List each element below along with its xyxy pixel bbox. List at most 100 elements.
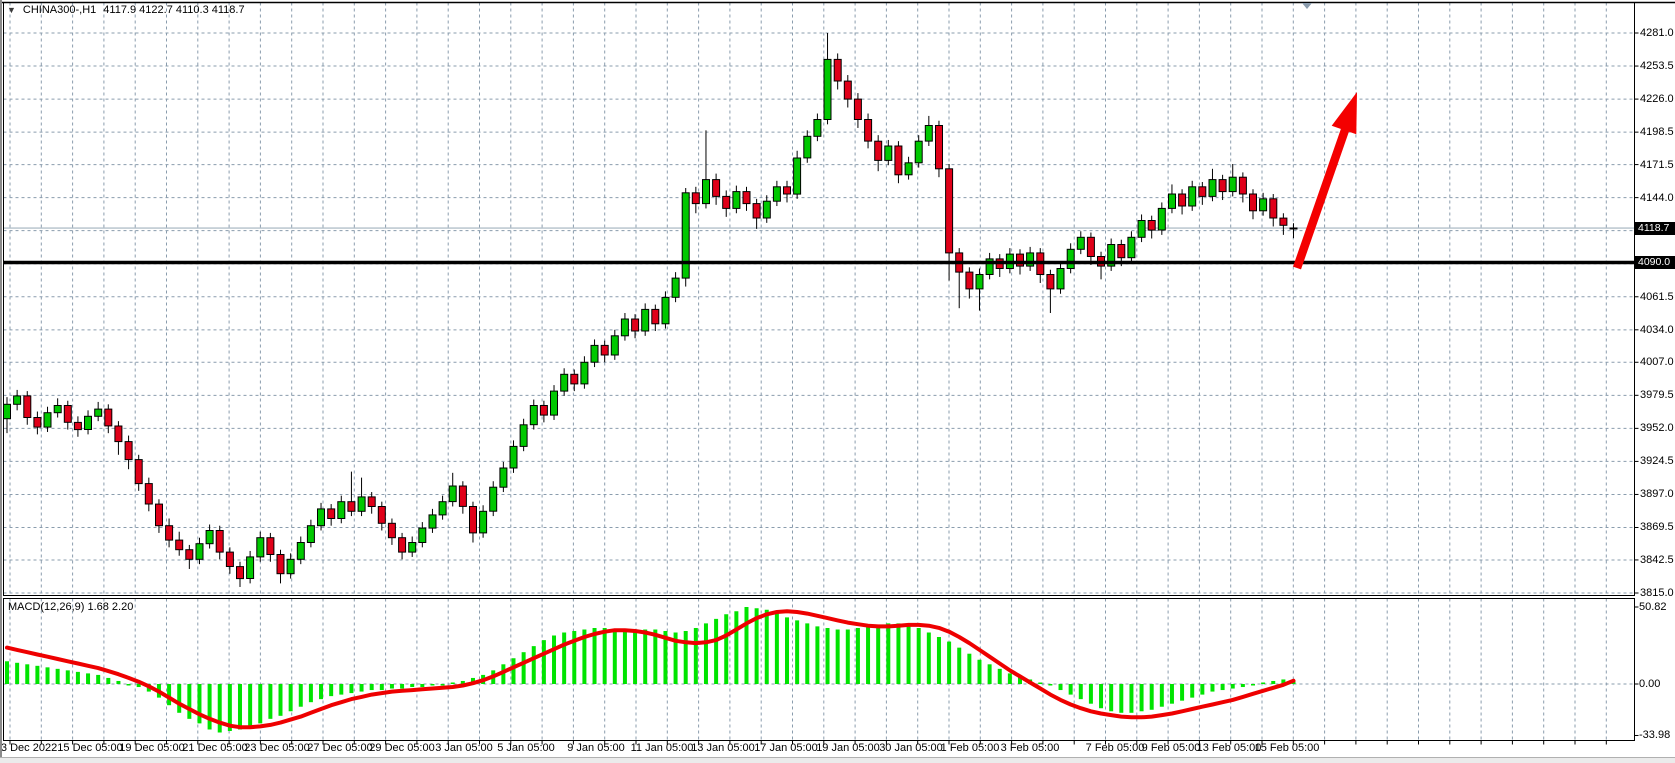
candle [479,510,488,534]
candle [317,508,325,527]
candle [1269,198,1278,219]
candle [1289,227,1298,230]
candle [874,140,883,161]
time-axis-label: 27 Dec 05:00 [307,742,373,754]
candle [681,192,690,279]
candle [94,408,103,417]
candle [853,98,862,120]
candles-layer [3,33,1298,587]
candle [175,539,184,551]
candle [651,308,660,325]
candle [560,373,569,392]
candle [793,157,802,195]
candle [1026,252,1035,267]
candle [225,551,234,567]
price-axis-label: 4007.0 [1640,356,1674,369]
candle [631,318,640,332]
price-axis-label: 4034.0 [1640,323,1674,336]
price-axis-label: 3897.0 [1640,488,1674,501]
candle [1249,193,1257,212]
candle [387,522,396,539]
candle [1016,253,1024,267]
price-axis-label: 3869.5 [1640,521,1674,534]
candle [1056,268,1065,290]
candle [377,506,386,524]
ohlc-values-label: 4117.9 4122.7 4110.3 4118.7 [103,4,245,16]
candle [84,415,92,430]
candle [276,554,285,575]
candle [347,501,356,512]
candle [691,192,700,205]
candle [23,395,32,418]
candle [246,556,255,580]
price-axis-label: 4171.5 [1640,158,1674,171]
time-axis-label: 11 Jan 05:00 [630,742,694,754]
trend-arrow[interactable] [1292,92,1357,270]
candle [833,58,842,82]
time-axis-label: 13 Feb 05:00 [1196,742,1262,754]
candle [1147,220,1156,231]
candle [236,566,244,580]
time-axis-label: 15 Feb 05:00 [1254,742,1320,754]
macd-axis-label: 0.00 [1639,678,1661,690]
candle [53,405,62,414]
grid-layer [3,2,1635,741]
price-axis-label: 4144.0 [1640,191,1674,204]
chart-shift-marker-icon[interactable] [1302,3,1312,9]
candle [1198,186,1207,197]
candle [114,425,123,443]
candle [732,191,741,209]
candle [1178,193,1187,207]
candle [519,424,528,447]
candle [985,258,994,275]
window-left-border [0,0,2,757]
macd-histogram [5,607,1296,733]
candle [185,549,194,560]
price-axis-label: 3924.5 [1640,455,1674,468]
candle [205,530,214,545]
candle [884,145,893,161]
macd-axis-label: 50.82 [1639,601,1667,613]
candle [1046,274,1055,290]
candle [63,405,72,423]
time-axis-label: 30 Jan 05:00 [879,742,943,754]
candle [256,537,265,558]
candle [823,58,832,120]
pane-borders [0,1,1675,741]
price-axis-label: 4198.5 [1640,126,1674,139]
time-axis-label: 19 Jan 05:00 [816,742,880,754]
macd-signal-line [5,609,1296,730]
time-axis-label: 1 Feb 05:00 [940,742,1000,754]
time-axis-label: 23 Dec 05:00 [244,742,310,754]
candle [104,408,113,427]
candle [499,467,508,488]
time-axis-label: 13 Jan 05:00 [691,742,755,754]
candle [408,542,417,553]
time-axis-label: 13 Dec 2022 [0,742,58,754]
price-axis-label: 3815.0 [1640,586,1674,599]
price-axis-label: 3952.0 [1640,422,1674,435]
candle [367,496,376,507]
candle [965,271,974,290]
symbol-dropdown-icon[interactable]: ▼ [7,5,16,15]
candle [813,119,822,137]
candle [266,537,275,556]
candle [904,162,913,176]
candle [398,537,407,553]
candle [418,527,427,543]
candle [539,405,548,416]
price-tag: 4090.0 [1635,256,1675,270]
candle [43,412,52,428]
candle [1066,248,1075,270]
candle [438,501,447,516]
candle [1107,244,1116,267]
candle [610,335,619,356]
candle [945,168,954,254]
candle [144,483,153,505]
axis-ticks [9,32,1639,745]
candle [286,558,295,575]
price-tag: 4118.7 [1635,221,1675,235]
time-axis-label: 19 Dec 05:00 [119,742,185,754]
